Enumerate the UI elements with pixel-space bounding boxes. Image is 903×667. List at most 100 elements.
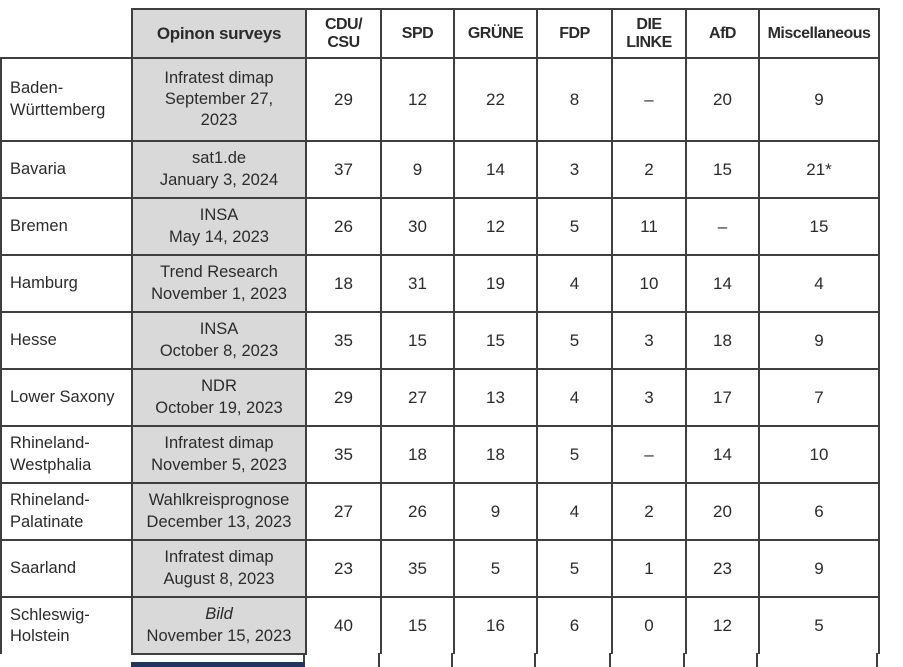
value-cell-afd: 15: [685, 140, 760, 199]
value-cell-die-linke: 2: [611, 140, 687, 199]
corner-cell: [1, 9, 132, 58]
survey-cell: Infratest dimap August 8, 2023: [131, 539, 307, 598]
table-row: Saarland Infratest dimap August 8, 2023 …: [0, 539, 880, 598]
value-cell-afd: –: [685, 197, 760, 256]
state-cell: Schleswig-Holstein: [0, 596, 133, 654]
next-row-edge: [131, 662, 305, 667]
value-cell-die-linke: –: [611, 57, 687, 142]
table-row: Bavaria sat1.de January 3, 2024 37 9 14 …: [0, 140, 880, 199]
table-row: Schleswig-Holstein Bild November 15, 202…: [0, 596, 880, 655]
value-cell-fdp: 5: [536, 539, 613, 598]
value-cell-grune: 19: [453, 254, 538, 313]
party-header-die-linke: DIE LINKE: [611, 8, 687, 59]
party-header-fdp: FDP: [536, 8, 613, 59]
column-rule-tick: [534, 653, 536, 667]
value-cell-cdu-csu: 37: [305, 140, 382, 199]
table-row: Lower Saxony NDR October 19, 2023 29 27 …: [0, 368, 880, 427]
value-cell-grune: 16: [453, 596, 538, 654]
value-cell-miscellaneous: 9: [758, 57, 880, 142]
value-cell-cdu-csu: 35: [305, 311, 382, 370]
value-cell-fdp: 4: [536, 368, 613, 427]
survey-cell: sat1.de January 3, 2024: [131, 140, 307, 199]
value-cell-spd: 31: [380, 254, 455, 313]
survey-name: INSA: [199, 206, 239, 225]
value-cell-afd: 14: [685, 425, 760, 484]
table-body: Baden-Württemberg Infratest dimap Septem…: [0, 57, 880, 655]
value-cell-cdu-csu: 27: [305, 482, 382, 541]
value-cell-afd: 12: [685, 596, 760, 654]
value-cell-cdu-csu: 29: [305, 368, 382, 427]
value-cell-grune: 5: [453, 539, 538, 598]
value-cell-die-linke: 1: [611, 539, 687, 598]
survey-name: sat1.de: [191, 149, 247, 168]
value-cell-spd: 15: [380, 311, 455, 370]
value-cell-afd: 14: [685, 254, 760, 313]
table-row: Baden-Württemberg Infratest dimap Septem…: [0, 57, 880, 142]
value-cell-miscellaneous: 10: [758, 425, 880, 484]
survey-name: NDR: [201, 377, 237, 396]
column-rule-tick: [683, 653, 685, 667]
column-rule-tick: [756, 653, 758, 667]
value-cell-grune: 15: [453, 311, 538, 370]
table-row: Hamburg Trend Research November 1, 2023 …: [0, 254, 880, 313]
value-cell-miscellaneous: 9: [758, 539, 880, 598]
table-row: Rhineland-Westphalia Infratest dimap Nov…: [0, 425, 880, 484]
state-cell: Bremen: [0, 197, 133, 256]
value-cell-die-linke: 10: [611, 254, 687, 313]
value-cell-fdp: 4: [536, 254, 613, 313]
survey-cell: Infratest dimap September 27, 2023: [131, 57, 307, 142]
value-cell-afd: 18: [685, 311, 760, 370]
party-header-grune: GRÜNE: [453, 8, 538, 59]
value-cell-afd: 20: [685, 482, 760, 541]
state-cell: Baden-Württemberg: [0, 57, 133, 142]
column-rule-tick: [451, 653, 453, 667]
survey-cell: INSA October 8, 2023: [131, 311, 307, 370]
value-cell-grune: 14: [453, 140, 538, 199]
value-cell-miscellaneous: 9: [758, 311, 880, 370]
value-cell-spd: 18: [380, 425, 455, 484]
survey-date: October 8, 2023: [159, 341, 279, 360]
value-cell-fdp: 5: [536, 425, 613, 484]
value-cell-afd: 20: [685, 57, 760, 142]
value-cell-die-linke: 0: [611, 596, 687, 654]
value-cell-afd: 17: [685, 368, 760, 427]
state-cell: Lower Saxony: [0, 368, 133, 427]
state-cell: Hamburg: [0, 254, 133, 313]
value-cell-grune: 12: [453, 197, 538, 256]
survey-name: Infratest dimap: [164, 434, 274, 453]
survey-name: Trend Research: [160, 263, 278, 282]
party-header-afd: AfD: [685, 8, 760, 59]
table-row: Rhineland-Palatinate Wahlkreisprognose D…: [0, 482, 880, 541]
state-cell: Rhineland-Palatinate: [0, 482, 133, 541]
value-cell-cdu-csu: 40: [305, 596, 382, 654]
survey-date: October 19, 2023: [155, 398, 283, 417]
party-header-spd: SPD: [380, 8, 455, 59]
table-row: Hesse INSA October 8, 2023 35 15 15 5 3 …: [0, 311, 880, 370]
survey-cell: Wahlkreisprognose December 13, 2023: [131, 482, 307, 541]
survey-name: Infratest dimap: [164, 68, 274, 87]
column-rule-tick: [609, 653, 611, 667]
state-cell: Rhineland-Westphalia: [0, 425, 133, 484]
value-cell-spd: 9: [380, 140, 455, 199]
value-cell-miscellaneous: 4: [758, 254, 880, 313]
value-cell-die-linke: –: [611, 425, 687, 484]
party-header-cdu-csu: CDU/ CSU: [305, 8, 382, 59]
survey-date: August 8, 2023: [163, 569, 275, 588]
value-cell-spd: 27: [380, 368, 455, 427]
value-cell-die-linke: 3: [611, 311, 687, 370]
survey-date: November 5, 2023: [151, 455, 287, 474]
table-row: Bremen INSA May 14, 2023 26 30 12 5 11 –…: [0, 197, 880, 256]
opinion-surveys-table: Opinon surveys CDU/ CSU SPD GRÜNE FDP DI…: [0, 8, 880, 655]
survey-name: Infratest dimap: [164, 548, 274, 567]
survey-cell: Bild November 15, 2023: [131, 596, 307, 655]
survey-header-cell: Opinon surveys: [131, 8, 307, 59]
value-cell-afd: 23: [685, 539, 760, 598]
survey-date: May 14, 2023: [169, 227, 269, 246]
value-cell-miscellaneous: 6: [758, 482, 880, 541]
state-cell: Hesse: [0, 311, 133, 370]
value-cell-die-linke: 3: [611, 368, 687, 427]
column-rule-tick: [303, 653, 305, 667]
survey-cell: Infratest dimap November 5, 2023: [131, 425, 307, 484]
value-cell-cdu-csu: 23: [305, 539, 382, 598]
